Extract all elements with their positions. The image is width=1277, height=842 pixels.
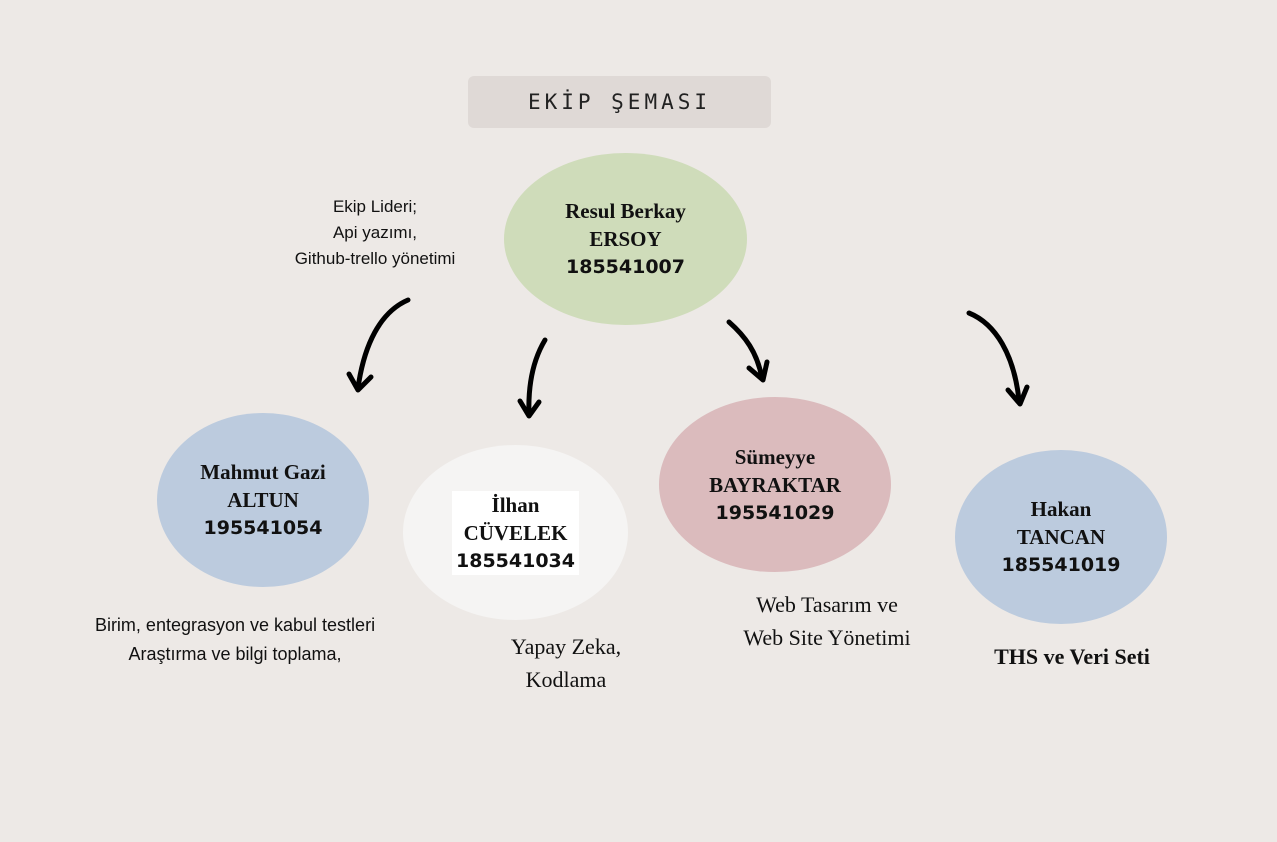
member-label-panel: İlhan CÜVELEK 185541034 [452, 490, 579, 575]
member-id: 195541029 [715, 501, 835, 524]
member-role-4: THS ve Veri Seti [962, 640, 1182, 673]
member-role-line: THS ve Veri Seti [994, 644, 1150, 669]
leader-node: Resul Berkay ERSOY 185541007 [504, 153, 747, 325]
leader-role-line: Ekip Lideri; [332, 197, 418, 216]
member-name-last: CÜVELEK [463, 520, 568, 545]
arrow-head-member-4 [1005, 384, 1030, 407]
arrow-to-member-2 [526, 337, 548, 417]
member-role-2: Yapay Zeka, Kodlama [476, 630, 656, 696]
member-role-1: Birim, entegrasyon ve kabul testleri Ara… [60, 611, 410, 669]
member-node-2: İlhan CÜVELEK 185541034 [403, 445, 628, 620]
member-role-line: Web Site Yönetimi [743, 625, 911, 650]
leader-name-first: Resul Berkay [565, 199, 686, 223]
leader-role: Ekip Lideri; Api yazımı, Github-trello y… [270, 194, 480, 272]
arrow-to-member-3 [726, 319, 765, 381]
member-id: 185541019 [1001, 554, 1121, 576]
member-name-first: Sümeyye [734, 444, 816, 469]
leader-role-line: Api yazımı, [332, 223, 418, 242]
member-name-first: Mahmut Gazi [200, 460, 326, 484]
leader-role-line: Github-trello yönetimi [294, 249, 456, 268]
member-name-last: BAYRAKTAR [709, 472, 841, 497]
arrow-to-member-1 [355, 297, 411, 391]
member-role-3: Web Tasarım ve Web Site Yönetimi [716, 588, 938, 654]
member-role-line: Araştırma ve bilgi toplama, [128, 644, 342, 664]
member-node-1: Mahmut Gazi ALTUN 195541054 [157, 413, 369, 587]
member-role-line: Kodlama [525, 667, 607, 692]
arrow-head-member-3 [746, 359, 770, 383]
member-role-line: Web Tasarım ve [756, 592, 898, 617]
member-name-first: Hakan [1030, 497, 1092, 521]
member-node-4: Hakan TANCAN 185541019 [955, 450, 1167, 624]
leader-name-last: ERSOY [589, 227, 662, 251]
member-id: 195541054 [203, 517, 323, 539]
arrow-head-member-1 [346, 371, 374, 393]
arrow-to-member-4 [966, 310, 1022, 403]
member-name-last: ALTUN [227, 488, 299, 512]
member-role-line: Birim, entegrasyon ve kabul testleri [94, 615, 376, 635]
diagram-title: EKİP ŞEMASI [468, 76, 771, 128]
member-node-3: Sümeyye BAYRAKTAR 195541029 [659, 397, 891, 572]
arrow-head-member-2 [517, 398, 542, 419]
leader-id: 185541007 [566, 256, 685, 278]
member-name-first: İlhan [491, 492, 540, 517]
member-name-last: TANCAN [1016, 525, 1106, 549]
member-role-line: Yapay Zeka, [510, 634, 622, 659]
member-id: 185541034 [456, 549, 575, 572]
